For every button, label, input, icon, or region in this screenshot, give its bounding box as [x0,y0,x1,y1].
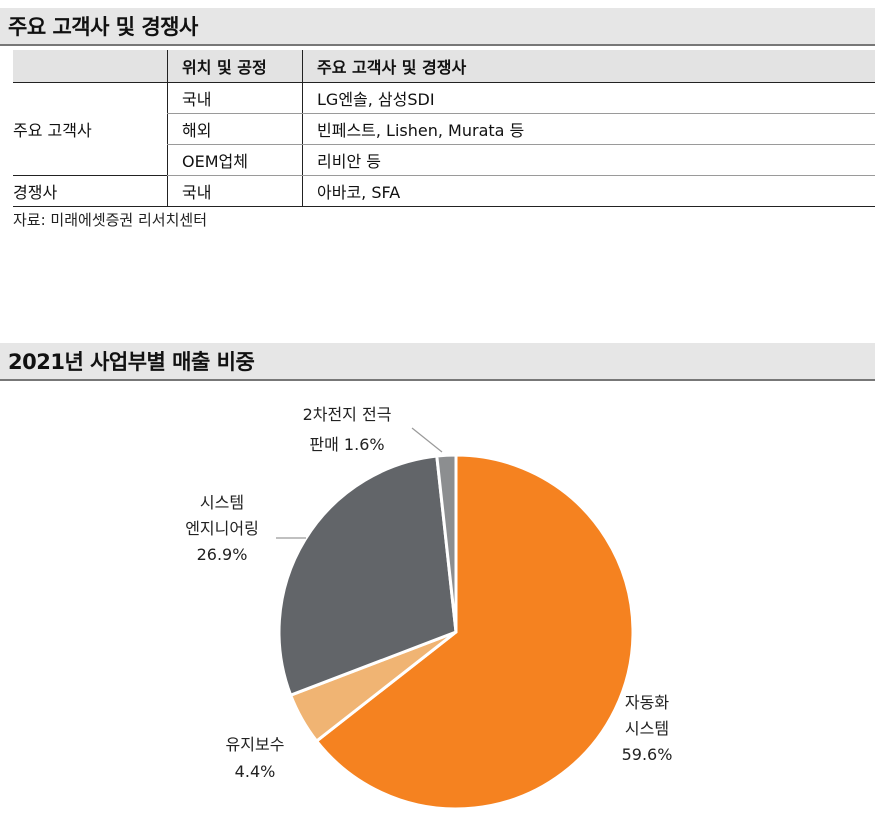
table-header-location: 위치 및 공정 [167,50,303,83]
pie-label-line: 유지보수 [226,735,285,754]
pie-label-line: 자동화 [625,693,669,712]
pie-label-line: 판매 1.6% [309,435,384,454]
table-row: 해외 빈페스트, Lishen, Murata 등 [13,113,875,145]
table-row: 경쟁사 국내 아바코, SFA [13,175,875,207]
pie-label-line: 2차전지 전극 [303,405,392,424]
customer-competitor-table: 위치 및 공정 주요 고객사 및 경쟁사 주요 고객사 국내 LG엔솔, 삼성S… [13,50,875,207]
table-cell-location: 해외 [167,113,303,145]
pie-chart: 자동화 시스템 59.6%유지보수 4.4%시스템 엔지니어링 26.9%2차전지 전극 판… [185,405,673,811]
table-cell-companies: 빈페스트, Lishen, Murata 등 [302,113,875,145]
table-row: 주요 고객사 국내 LG엔솔, 삼성SDI [13,82,875,140]
pie-label-line: 26.9% [197,545,248,564]
pie-slice-0 [315,453,635,811]
group-label-competitors: 경쟁사 [13,175,168,207]
pie-slice-2 [277,454,458,697]
table-cell-location: 국내 [167,175,303,207]
pie-slice-3 [435,453,458,634]
table-header-group [13,50,168,83]
section-title-customers: 주요 고객사 및 경쟁사 [0,8,875,46]
table-row: OEM업체 리비안 등 [13,144,875,176]
table-cell-location: 국내 [167,82,303,114]
table-header-companies: 주요 고객사 및 경쟁사 [302,50,875,83]
leader-line-3 [411,427,443,453]
table-cell-location: OEM업체 [167,144,303,176]
source-note: 자료: 미래에셋증권 리서치센터 [13,211,207,229]
pie-label-line: 시스템 [625,719,669,738]
pie-label-line: 4.4% [235,762,276,781]
group-label-customers: 주요 고객사 [13,121,92,140]
pie-label-line: 59.6% [622,745,673,764]
table-cell-companies: LG엔솔, 삼성SDI [302,82,875,114]
pie-label-line: 시스템 [200,493,244,512]
table-header-row: 위치 및 공정 주요 고객사 및 경쟁사 [13,50,875,83]
table-cell-companies: 리비안 등 [302,144,875,176]
pie-label-1: 유지보수 4.4% [226,735,285,781]
pie-label-line: 엔지니어링 [185,519,259,538]
section-title-revenue: 2021년 사업부별 매출 비중 [0,343,875,381]
table-cell-companies: 아바코, SFA [302,175,875,207]
